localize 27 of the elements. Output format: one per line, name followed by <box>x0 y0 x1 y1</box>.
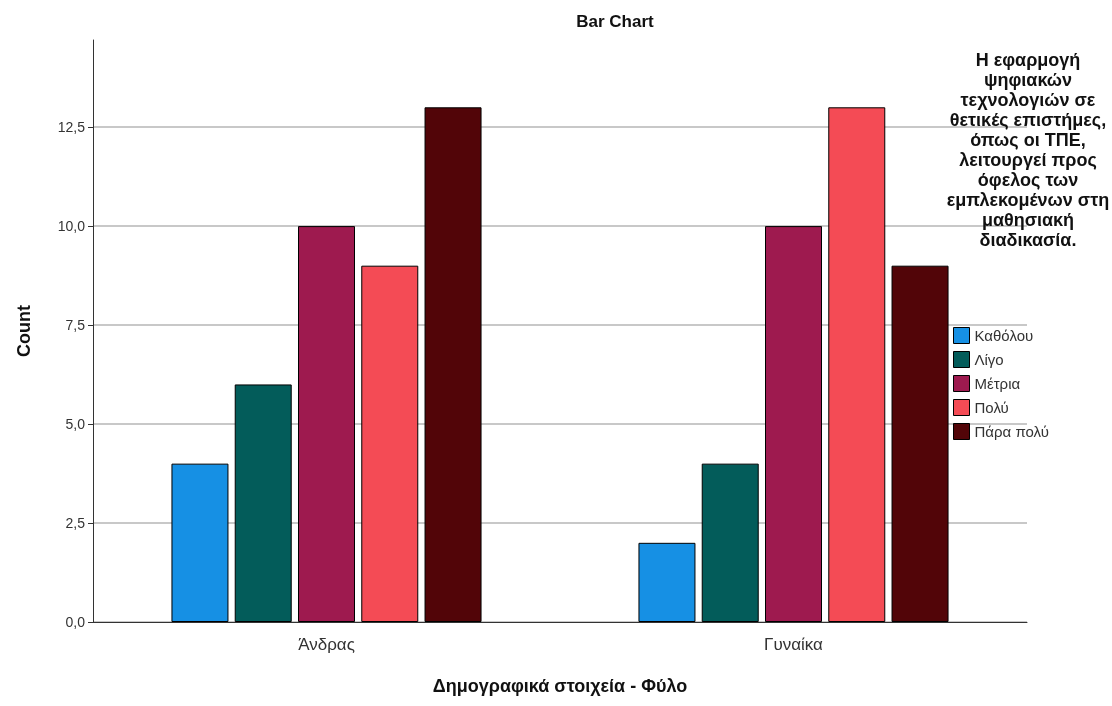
y-axis-title: Count <box>14 305 34 357</box>
bar <box>361 265 419 622</box>
bar <box>828 107 886 622</box>
x-axis-title: Δημογραφικά στοιχεία - Φύλο <box>432 676 688 696</box>
bar <box>234 384 292 622</box>
y-tick-label: 0,0 <box>65 614 86 630</box>
y-tick-label: 10,0 <box>57 218 86 235</box>
legend-label: Πάρα πολύ <box>974 423 1049 440</box>
y-tick-label: 12,5 <box>57 119 86 136</box>
y-tick-label: 7,5 <box>65 317 86 334</box>
x-tick-label: Γυναίκα <box>764 635 824 654</box>
legend-label: Λίγο <box>974 351 1004 368</box>
text: Η εφαρμογή ψηφιακών τεχνολογιών σε θετικές επιστήμες, όπως οι ΤΠΕ, λειτουργεί προς όφελος των εμπλεκομένων στη μαθησιακή διαδικασία. <box>946 50 1110 250</box>
bar <box>765 226 822 622</box>
legend-label: Καθόλου <box>974 327 1034 344</box>
x-tick-label: Άνδρας <box>298 635 355 654</box>
bar <box>298 226 355 622</box>
legend-label: Μέτρια <box>974 375 1021 392</box>
bar <box>424 107 482 622</box>
legend-label: Πολύ <box>974 399 1009 416</box>
bar <box>891 265 949 622</box>
bar <box>638 542 696 622</box>
chart-title: Bar Chart <box>576 12 655 31</box>
y-tick-label: 5,0 <box>65 416 86 433</box>
y-tick-label: 2,5 <box>65 515 86 532</box>
bar <box>171 463 229 622</box>
bar <box>701 463 759 622</box>
